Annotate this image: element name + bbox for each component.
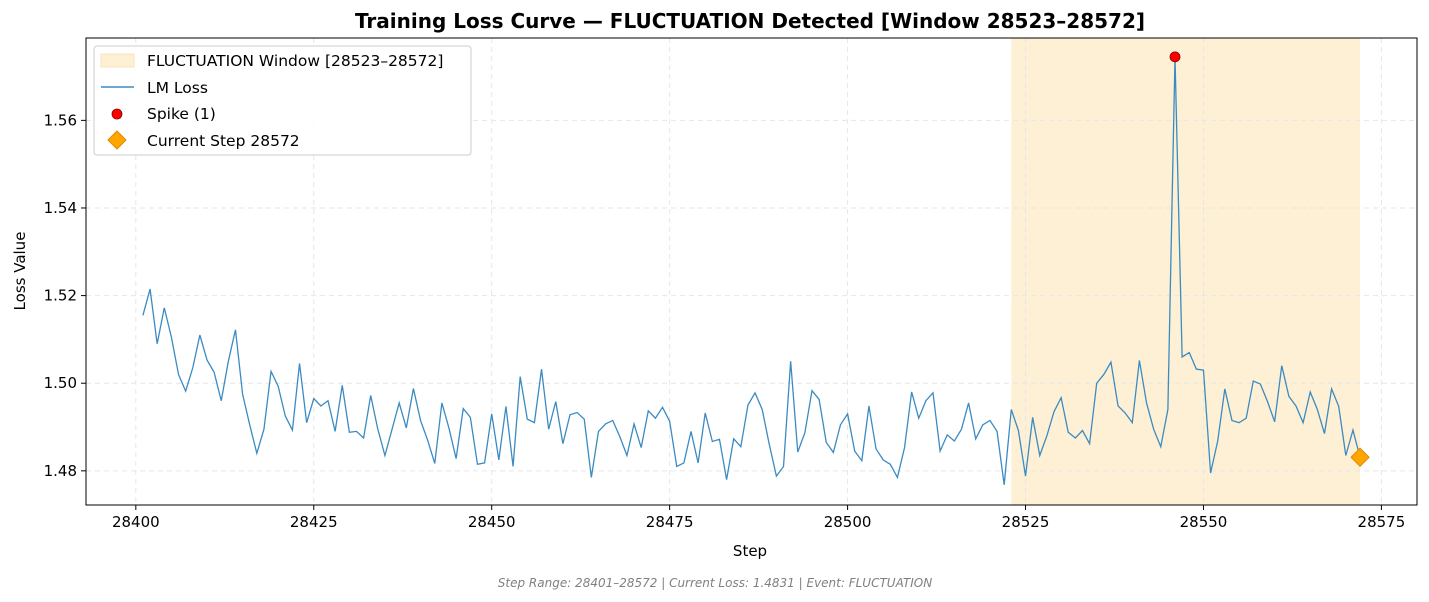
legend: FLUCTUATION Window [28523–28572] LM Loss… xyxy=(93,45,472,156)
x-tick-label: 28450 xyxy=(468,513,516,531)
grid-lines xyxy=(86,38,1417,505)
legend-window-swatch xyxy=(100,53,135,68)
y-tick-label: 1.48 xyxy=(44,462,77,480)
legend-box xyxy=(93,45,472,156)
x-tick-label: 28575 xyxy=(1358,513,1406,531)
x-tick-label: 28525 xyxy=(1002,513,1050,531)
chart-footer: Step Range: 28401–28572 | Current Loss: … xyxy=(498,576,932,590)
legend-window-label: FLUCTUATION Window [28523–28572] xyxy=(147,52,443,70)
plot-frame xyxy=(85,37,1418,506)
y-axis-label: Loss Value xyxy=(11,232,29,311)
chart-title: Training Loss Curve — FLUCTUATION Detect… xyxy=(355,9,1145,33)
y-tick-label: 1.56 xyxy=(44,111,77,129)
legend-current-label: Current Step 28572 xyxy=(147,132,300,150)
fluctuation-window-band xyxy=(1011,38,1361,505)
x-tick-label: 28400 xyxy=(112,513,160,531)
current-step-marker xyxy=(1350,447,1370,467)
y-axis-ticks: 1.48 1.50 1.52 1.54 1.56 xyxy=(44,111,86,480)
x-tick-label: 28550 xyxy=(1180,513,1228,531)
x-tick-label: 28425 xyxy=(290,513,338,531)
spike-marker xyxy=(1169,51,1181,63)
plot-area xyxy=(85,37,1418,506)
legend-current-swatch xyxy=(107,130,127,150)
y-tick-label: 1.54 xyxy=(44,199,77,217)
x-axis-ticks: 28400 28425 28450 28475 28500 28525 28550 28575 xyxy=(112,505,1405,531)
legend-spike-swatch xyxy=(111,108,123,120)
legend-spike-label: Spike (1) xyxy=(147,105,216,123)
y-tick-label: 1.50 xyxy=(44,374,77,392)
x-tick-label: 28475 xyxy=(646,513,694,531)
x-axis-label: Step xyxy=(733,542,767,560)
x-tick-label: 28500 xyxy=(824,513,872,531)
legend-loss-label: LM Loss xyxy=(147,79,208,97)
lm-loss-line xyxy=(142,56,1361,485)
y-tick-label: 1.52 xyxy=(44,287,77,305)
